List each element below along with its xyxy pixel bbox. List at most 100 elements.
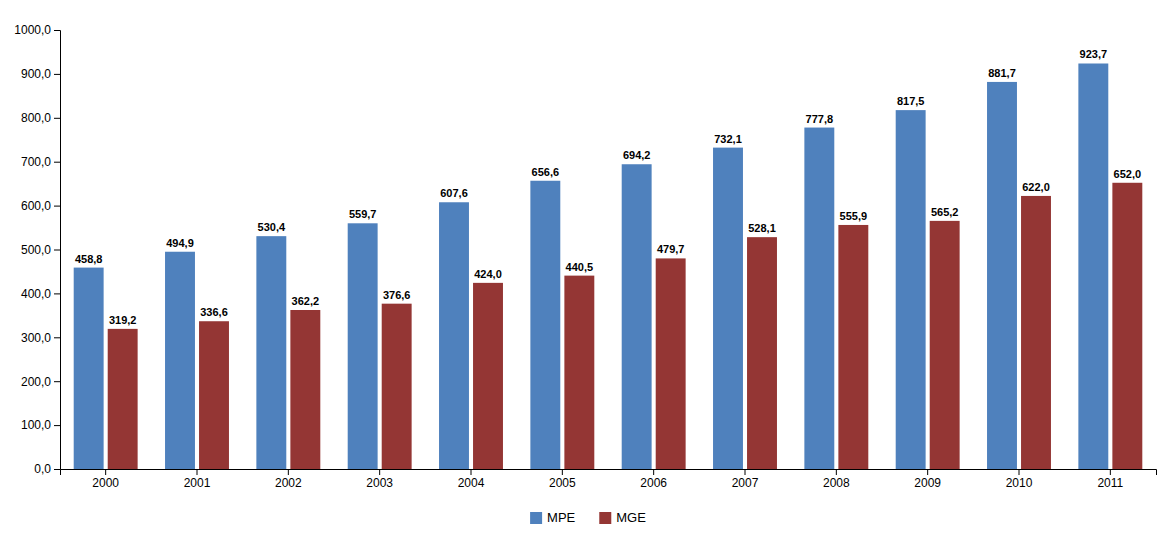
tick-mark (54, 469, 60, 470)
tick-mark (927, 469, 928, 475)
tick-label: 100,0 (21, 418, 51, 432)
bar (256, 236, 286, 469)
x-axis: 2000200120022003200420052006200720082009… (61, 469, 1157, 490)
data-label: 732,1 (714, 133, 742, 145)
tick: 2010 (1006, 469, 1033, 490)
tick-mark (288, 469, 289, 475)
bar (382, 304, 412, 469)
data-label: 424,0 (474, 268, 502, 280)
tick: 2006 (640, 469, 667, 490)
tick-mark (54, 74, 60, 75)
data-label: 881,7 (988, 67, 1016, 79)
data-labels: 458,8494,9530,4559,7607,6656,6694,2732,1… (75, 48, 1141, 325)
legend-item: MPE (530, 510, 576, 525)
bars (74, 63, 1143, 469)
tick-label: 800,0 (21, 111, 51, 125)
tick-label: 2004 (458, 476, 485, 490)
tick-label: 300,0 (21, 331, 51, 345)
data-label: 622,0 (1022, 181, 1050, 193)
tick-mark (54, 162, 60, 163)
data-label: 559,7 (349, 208, 377, 220)
tick: 2007 (732, 469, 759, 490)
data-label: 694,2 (623, 149, 651, 161)
bar (564, 276, 594, 469)
tick: 900,0 (21, 67, 60, 81)
axis-line (54, 31, 61, 470)
tick-mark (54, 337, 60, 338)
plot: 0,0 100,0 200,0 300,0 400,0 500,0 600,0 700,0 80… (14, 23, 1156, 489)
tick-mark (836, 469, 837, 475)
bar (290, 310, 320, 469)
chart: 0,0 100,0 200,0 300,0 400,0 500,0 600,0 700,0 80… (0, 0, 1176, 544)
tick-mark (54, 250, 60, 251)
tick-mark (54, 381, 60, 382)
bar (896, 110, 926, 469)
data-label: 656,6 (532, 166, 560, 178)
tick-label: 2003 (366, 476, 393, 490)
tick-mark (54, 118, 60, 119)
tick-mark (379, 469, 380, 475)
data-label: 530,4 (258, 221, 286, 233)
tick-label: 2010 (1006, 476, 1033, 490)
bar (804, 128, 834, 469)
bar (74, 268, 104, 469)
data-label: 336,6 (200, 306, 228, 318)
tick: 2004 (458, 469, 485, 490)
tick-mark (54, 206, 60, 207)
tick-mark (471, 469, 472, 475)
axis-line (61, 470, 1157, 476)
bar (930, 221, 960, 469)
tick-mark (745, 469, 746, 475)
bar (473, 283, 503, 469)
tick-label: 1000,0 (14, 23, 51, 37)
bar (1112, 183, 1142, 469)
bar-series (108, 183, 1143, 469)
tick-label: 900,0 (21, 67, 51, 81)
bar-series (74, 63, 1109, 469)
data-label: 440,5 (566, 261, 594, 273)
bar (530, 181, 560, 469)
legend-item: MGE (599, 510, 646, 525)
legend-label: MPE (547, 510, 576, 525)
bar (987, 82, 1017, 469)
legend-swatch (599, 512, 611, 524)
bar (622, 164, 652, 469)
tick: 2008 (823, 469, 850, 490)
tick: 200,0 (21, 375, 60, 389)
data-label: 528,1 (748, 222, 776, 234)
bar (838, 225, 868, 469)
bar (108, 329, 138, 469)
tick-label: 2000 (92, 476, 119, 490)
data-label: 817,5 (897, 95, 925, 107)
bar (713, 148, 743, 469)
tick-mark (54, 425, 60, 426)
tick-label: 2008 (823, 476, 850, 490)
tick: 700,0 (21, 155, 60, 169)
bar (439, 202, 469, 469)
tick-label: 2001 (184, 476, 211, 490)
bar (199, 321, 229, 469)
tick: 2011 (1097, 469, 1123, 490)
tick-mark (54, 30, 60, 31)
data-label: 376,6 (383, 289, 411, 301)
tick: 600,0 (21, 199, 60, 213)
legend-swatch (530, 512, 542, 524)
tick-label: 2002 (275, 476, 302, 490)
tick-label: 0,0 (34, 462, 51, 476)
tick-mark (105, 469, 106, 475)
bar (1078, 63, 1108, 469)
tick: 0,0 (34, 462, 60, 476)
tick-label: 2009 (914, 476, 941, 490)
data-label: 652,0 (1114, 168, 1142, 180)
tick: 400,0 (21, 287, 60, 301)
tick-label: 700,0 (21, 155, 51, 169)
bar (1021, 196, 1051, 469)
data-label: 494,9 (166, 237, 194, 249)
legend-label: MGE (616, 510, 646, 525)
tick: 2003 (366, 469, 393, 490)
tick: 1000,0 (14, 23, 60, 37)
data-label: 458,8 (75, 253, 103, 265)
bar (656, 258, 686, 469)
tick: 800,0 (21, 111, 60, 125)
tick-label: 500,0 (21, 243, 51, 257)
